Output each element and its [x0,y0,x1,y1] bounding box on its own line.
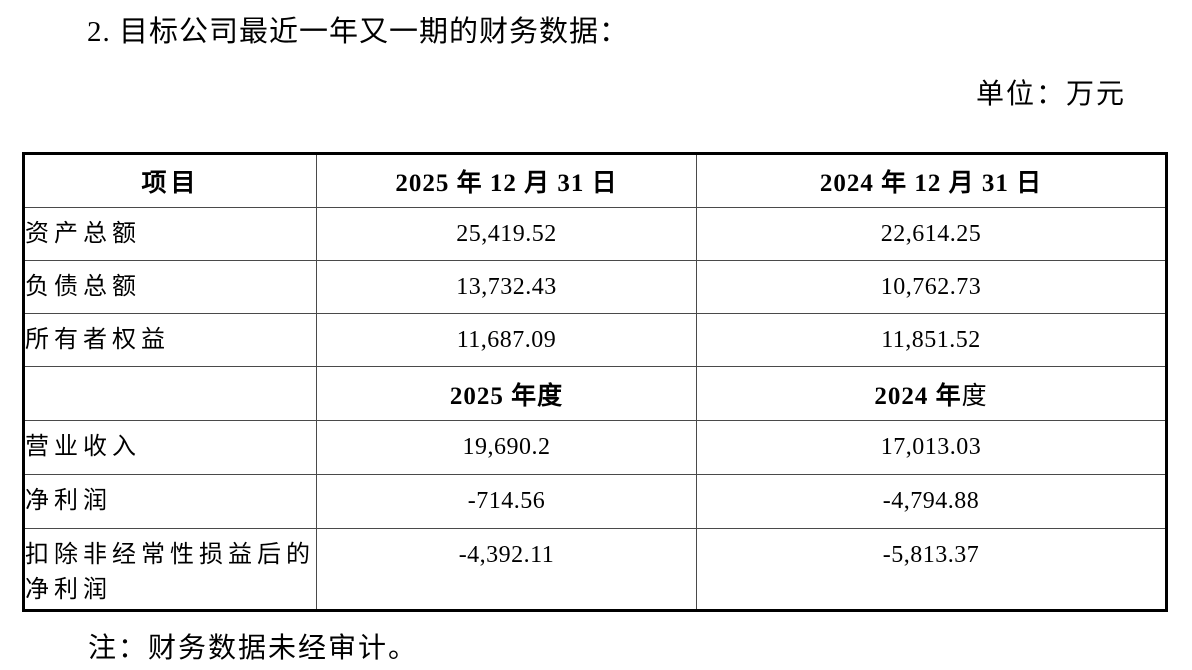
value-2025: -4,392.11 [316,528,697,611]
period-header-row: 2025 年度 2024 年度 [23,366,1167,421]
col-header-2024-12-31: 2024 年 12 月 31 日 [696,153,1167,208]
table-row-operating-revenue: 营业收入 19,690.2 17,013.03 [23,420,1167,475]
period-header-2024-bold: 2024 年 [874,382,962,410]
row-label: 资产总额 [23,207,317,261]
financial-data-table: 项目 2025 年 12 月 31 日 2024 年 12 月 31 日 资产总… [22,152,1168,612]
row-label: 所有者权益 [23,313,317,367]
value-2024: 22,614.25 [696,207,1167,261]
row-label: 净利润 [23,474,317,529]
col-header-2025-12-31: 2025 年 12 月 31 日 [316,153,697,208]
table-row-total-liabilities: 负债总额 13,732.43 10,762.73 [23,260,1167,314]
value-2024: 10,762.73 [696,260,1167,314]
table-row-net-profit: 净利润 -714.56 -4,794.88 [23,474,1167,529]
value-2024: 11,851.52 [696,313,1167,367]
section-heading: 2. 目标公司最近一年又一期的财务数据： [87,16,630,48]
period-empty-cell [23,366,317,421]
row-label: 扣除非经常性损益后的净利润 [23,528,317,611]
table-row-owners-equity: 所有者权益 11,687.09 11,851.52 [23,313,1167,367]
value-2024: 17,013.03 [696,420,1167,475]
col-header-item: 项目 [23,153,317,208]
table-row-total-assets: 资产总额 25,419.52 22,614.25 [23,207,1167,261]
value-2025: 25,419.52 [316,207,697,261]
value-2025: 19,690.2 [316,420,697,475]
period-header-2025-bold: 2025 年度 [449,382,564,410]
table-row-net-profit-excl-nonrecurring: 扣除非经常性损益后的净利润 -4,392.11 -5,813.37 [23,528,1167,611]
value-2024: -4,794.88 [696,474,1167,529]
value-2025: 11,687.09 [316,313,697,367]
period-header-2024: 2024 年度 [696,366,1167,421]
unit-label: 单位：万元 [975,79,1126,110]
period-header-2025: 2025 年度 [316,366,697,421]
value-2025: -714.56 [316,474,697,529]
row-label: 负债总额 [23,260,317,314]
table-header-row: 项目 2025 年 12 月 31 日 2024 年 12 月 31 日 [23,153,1167,208]
row-label: 营业收入 [23,420,317,475]
value-2025: 13,732.43 [316,260,697,314]
footnote: 注：财务数据未经审计。 [88,633,419,664]
value-2024: -5,813.37 [696,528,1167,611]
period-header-2024-normal: 度 [961,382,988,410]
